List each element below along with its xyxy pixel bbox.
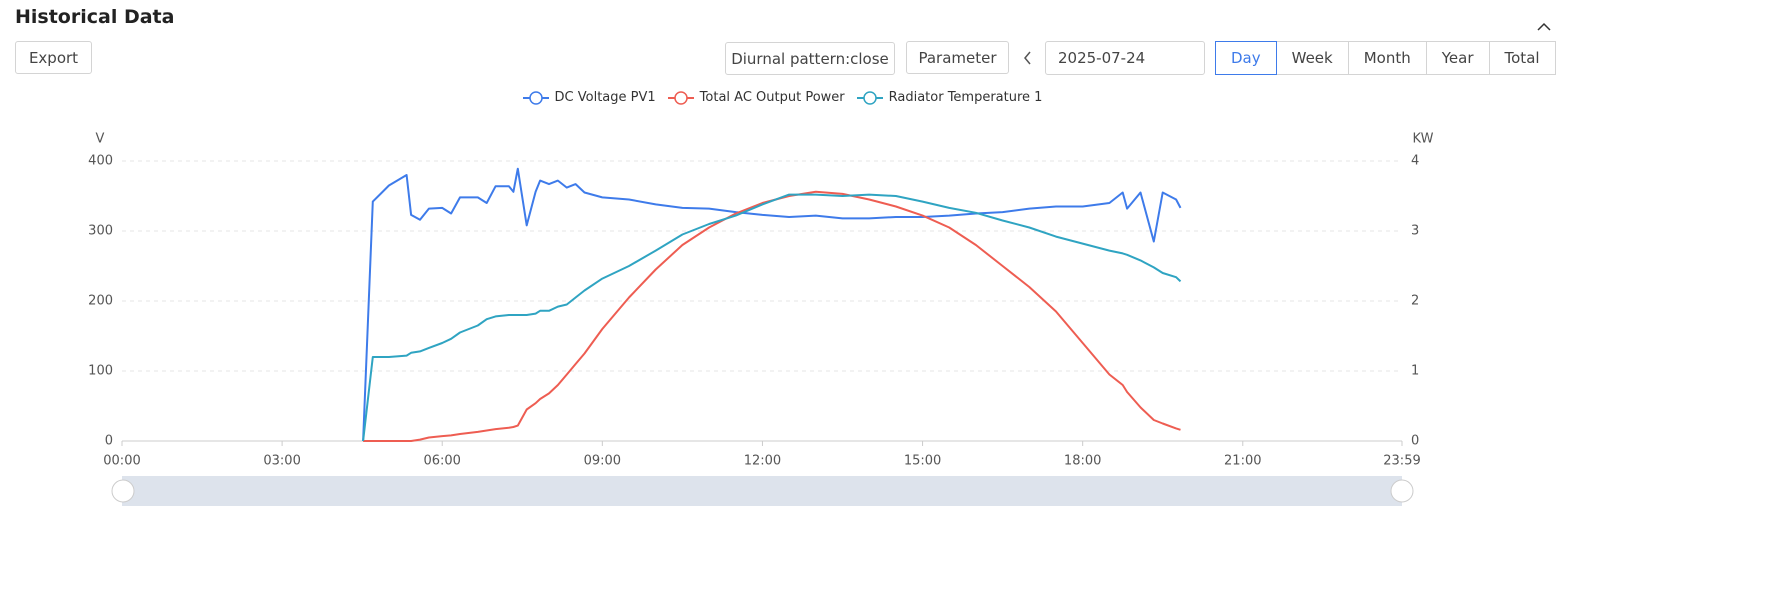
legend: DC Voltage PV1 Total AC Output Power Radia…	[0, 90, 1565, 105]
y2-tick-label: 1	[1411, 364, 1419, 379]
legend-item[interactable]: Radiator Temperature 1	[856, 90, 1043, 105]
title: Historical Data	[15, 6, 175, 28]
legend-item[interactable]: Total AC Output Power	[667, 90, 845, 105]
period-tab[interactable]: Total	[1488, 41, 1556, 75]
diurnal-button[interactable]: Diurnal pattern:close	[725, 42, 895, 75]
x-tick-label: 18:00	[1064, 454, 1101, 469]
legend-icon	[667, 90, 694, 105]
y-tick-label: 400	[88, 154, 113, 169]
parameter-button[interactable]: Parameter	[906, 41, 1009, 74]
period-tab[interactable]: Month	[1347, 41, 1427, 75]
slider-handle[interactable]	[1390, 479, 1414, 503]
legend-label: Radiator Temperature 1	[888, 90, 1043, 105]
calendar-icon[interactable]	[1177, 49, 1193, 65]
x-tick-label: 23:59	[1383, 454, 1420, 469]
y-axis-unit: V	[96, 132, 105, 147]
series-line	[362, 193, 1182, 442]
period-tabs: Day Week Month Year Total	[1215, 41, 1556, 75]
zoom-slider[interactable]	[122, 476, 1402, 506]
export-button[interactable]: Export	[15, 41, 92, 74]
x-tick-label: 12:00	[744, 454, 781, 469]
y-tick-label: 0	[105, 434, 113, 449]
y2-tick-label: 3	[1411, 224, 1419, 239]
y2-tick-label: 0	[1411, 434, 1419, 449]
y-tick-label: 100	[88, 364, 113, 379]
y2-tick-label: 4	[1411, 154, 1419, 169]
period-tab[interactable]: Day	[1215, 41, 1277, 75]
legend-label: DC Voltage PV1	[554, 90, 656, 105]
period-tab[interactable]: Week	[1275, 41, 1349, 75]
x-tick-label: 09:00	[584, 454, 621, 469]
y2-tick-label: 2	[1411, 294, 1419, 309]
legend-icon	[856, 90, 883, 105]
legend-label: Total AC Output Power	[699, 90, 845, 105]
prev-arrow[interactable]	[1024, 51, 1031, 65]
legend-item[interactable]: DC Voltage PV1	[522, 90, 656, 105]
x-tick-label: 06:00	[423, 454, 460, 469]
y2-axis-unit: KW	[1413, 132, 1434, 147]
y-tick-label: 300	[88, 224, 113, 239]
series-line	[363, 190, 1181, 442]
legend-icon	[522, 90, 549, 105]
x-tick-label: 15:00	[904, 454, 941, 469]
legend-marker	[862, 90, 877, 105]
slider-handle[interactable]	[111, 479, 135, 503]
x-tick-label: 00:00	[103, 454, 140, 469]
series-line	[362, 167, 1182, 442]
period-tab[interactable]: Year	[1425, 41, 1490, 75]
x-tick-label: 03:00	[263, 454, 300, 469]
legend-marker	[528, 90, 543, 105]
collapse-icon[interactable]	[1537, 22, 1551, 31]
y-tick-label: 200	[88, 294, 113, 309]
legend-marker	[673, 90, 688, 105]
x-tick-label: 21:00	[1224, 454, 1261, 469]
